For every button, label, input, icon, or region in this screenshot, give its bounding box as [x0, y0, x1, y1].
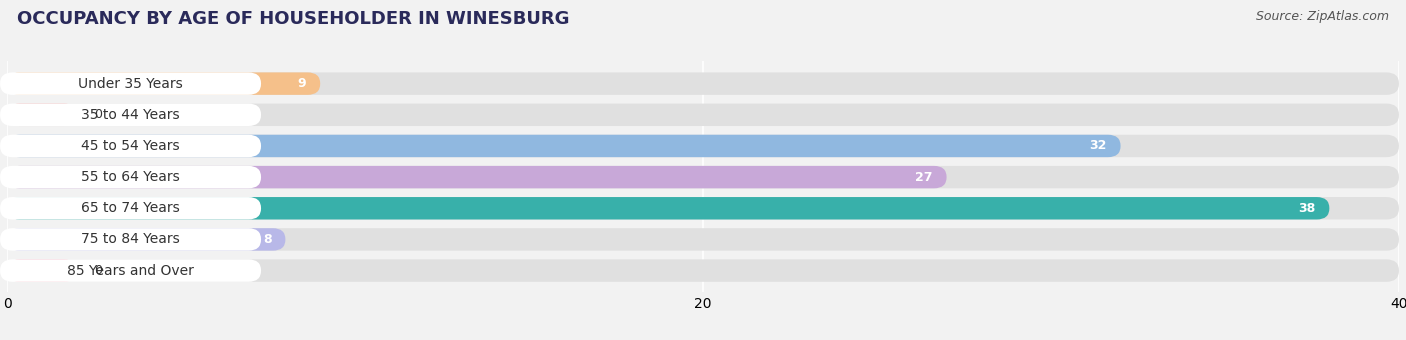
Text: OCCUPANCY BY AGE OF HOUSEHOLDER IN WINESBURG: OCCUPANCY BY AGE OF HOUSEHOLDER IN WINES… — [17, 10, 569, 28]
FancyBboxPatch shape — [7, 104, 1399, 126]
FancyBboxPatch shape — [7, 228, 1399, 251]
Text: 0: 0 — [94, 108, 103, 121]
FancyBboxPatch shape — [7, 259, 77, 282]
FancyBboxPatch shape — [7, 72, 321, 95]
Text: 45 to 54 Years: 45 to 54 Years — [82, 139, 180, 153]
Text: 65 to 74 Years: 65 to 74 Years — [82, 201, 180, 215]
Text: Source: ZipAtlas.com: Source: ZipAtlas.com — [1256, 10, 1389, 23]
FancyBboxPatch shape — [7, 166, 1399, 188]
FancyBboxPatch shape — [0, 197, 262, 220]
FancyBboxPatch shape — [7, 197, 1399, 220]
Text: 85 Years and Over: 85 Years and Over — [67, 264, 194, 277]
FancyBboxPatch shape — [0, 104, 262, 126]
FancyBboxPatch shape — [7, 259, 1399, 282]
Text: 75 to 84 Years: 75 to 84 Years — [82, 233, 180, 246]
FancyBboxPatch shape — [7, 228, 285, 251]
FancyBboxPatch shape — [0, 228, 262, 251]
FancyBboxPatch shape — [7, 197, 1330, 220]
FancyBboxPatch shape — [7, 72, 1399, 95]
FancyBboxPatch shape — [0, 72, 262, 95]
Text: 27: 27 — [915, 171, 932, 184]
Text: 9: 9 — [298, 77, 307, 90]
Text: 32: 32 — [1090, 139, 1107, 152]
Text: 38: 38 — [1298, 202, 1316, 215]
Text: 0: 0 — [94, 264, 103, 277]
Text: 8: 8 — [263, 233, 271, 246]
FancyBboxPatch shape — [0, 166, 262, 188]
FancyBboxPatch shape — [7, 104, 77, 126]
FancyBboxPatch shape — [7, 135, 1399, 157]
FancyBboxPatch shape — [0, 135, 262, 157]
Text: 55 to 64 Years: 55 to 64 Years — [82, 170, 180, 184]
FancyBboxPatch shape — [7, 135, 1121, 157]
Text: 35 to 44 Years: 35 to 44 Years — [82, 108, 180, 122]
FancyBboxPatch shape — [7, 166, 946, 188]
Text: Under 35 Years: Under 35 Years — [79, 76, 183, 91]
FancyBboxPatch shape — [0, 259, 262, 282]
